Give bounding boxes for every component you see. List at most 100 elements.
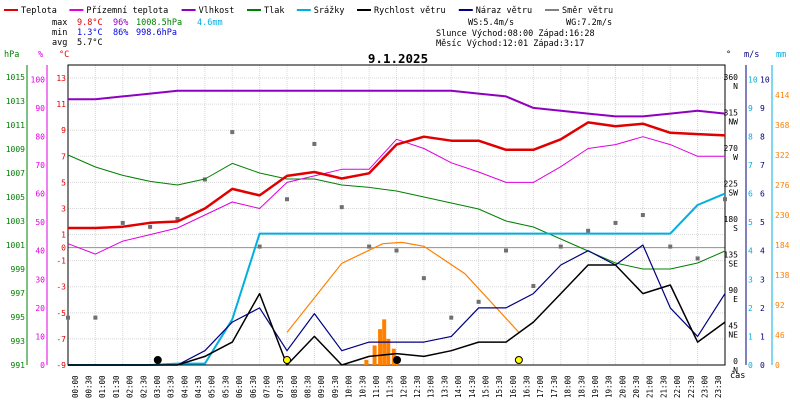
time-tick: 06:30 — [249, 375, 258, 398]
rain-tick: 5 — [748, 218, 753, 227]
rain-unit: mm — [776, 50, 786, 60]
time-tick: 07:00 — [262, 375, 271, 398]
time-tick: 19:00 — [591, 375, 600, 398]
direction-tick-dir: S — [733, 224, 738, 233]
wind-tick: 1 — [760, 332, 765, 341]
time-tick: 14:30 — [468, 375, 477, 398]
stats-max-temp: 9.8°C — [77, 18, 103, 28]
rain-rate-bar — [391, 348, 396, 365]
rain-rate-bar — [386, 338, 391, 365]
time-tick: 16:30 — [523, 375, 532, 398]
wind-tick: 4 — [760, 247, 765, 256]
rain-rate-bar — [364, 359, 369, 365]
direction-tick-dir: E — [733, 295, 738, 304]
wind-tick: 8 — [760, 132, 765, 141]
humidity-tick: 100 — [31, 75, 46, 84]
wind-tick: 0 — [760, 361, 765, 370]
legend-label: Rychlost větru — [374, 6, 446, 16]
time-tick: 15:00 — [481, 375, 490, 398]
temperature-tick: 13 — [56, 74, 66, 83]
pressure-tick: 1003 — [6, 217, 25, 226]
stats-sun: Slunce Východ:08:00 Západ:16:28 — [436, 29, 595, 39]
rain-rate-tick: 368 — [775, 121, 790, 130]
direction-tick-deg: 360 — [724, 73, 739, 82]
rain-tick: 9 — [748, 104, 753, 113]
pressure-tick: 1007 — [6, 169, 25, 178]
wind-tick: 7 — [760, 161, 765, 170]
time-tick: 05:30 — [221, 375, 230, 398]
time-tick: 02:30 — [139, 375, 148, 398]
time-tick: 10:30 — [358, 375, 367, 398]
legend-label: Náraz větru — [476, 6, 532, 16]
time-tick: 19:30 — [605, 375, 614, 398]
temperature-tick: 9 — [61, 126, 66, 135]
chart-title: 9.1.2025 — [368, 51, 428, 66]
wind-direction-point — [723, 197, 727, 202]
grid — [67, 65, 726, 366]
wind-direction-point — [66, 315, 70, 320]
rain-tick: 7 — [748, 161, 753, 170]
legend-label: Srážky — [314, 6, 345, 16]
direction-tick-dir: SE — [728, 259, 738, 268]
time-tick: 02:00 — [126, 375, 135, 398]
time-tick: 13:30 — [440, 375, 449, 398]
legend-label: Směr větru — [562, 6, 613, 16]
wind-direction-point — [120, 220, 125, 225]
rain-rate-tick: 230 — [775, 211, 790, 220]
time-tick: 15:30 — [495, 375, 504, 398]
time-tick: 21:30 — [659, 375, 668, 398]
humidity-tick: 10 — [35, 332, 45, 341]
tick-labels: 9919939959979991001100310051007100910111… — [6, 73, 790, 398]
rain-rate-tick: 184 — [775, 241, 790, 250]
rain-rate-tick: 46 — [775, 331, 785, 340]
stats-moon: Měsíc Východ:12:01 Západ:3:17 — [436, 39, 584, 49]
wind-tick: 2 — [760, 304, 765, 313]
temperature-tick: -7 — [56, 335, 66, 344]
time-tick: 10:00 — [345, 375, 354, 398]
time-tick: 11:00 — [372, 375, 381, 398]
humidity-tick: 70 — [35, 161, 45, 170]
time-tick: 23:00 — [700, 375, 709, 398]
wind-direction-point — [695, 256, 700, 261]
direction-tick-deg: 180 — [724, 215, 739, 224]
stats-avg-label: avg — [52, 38, 67, 48]
pressure-tick: 1009 — [6, 145, 25, 154]
series-marks — [66, 89, 727, 366]
direction-tick-deg: 45 — [728, 321, 738, 330]
time-tick: 01:30 — [112, 375, 121, 398]
wind-tick: 6 — [760, 190, 765, 199]
moonset-marker — [153, 356, 162, 364]
wind-direction-point — [586, 228, 591, 233]
temperature-tick: -3 — [56, 283, 66, 292]
temperature-line — [68, 121, 726, 230]
wind-tick: 3 — [760, 275, 765, 284]
rain-tick: 2 — [748, 304, 753, 313]
sunrise-marker — [283, 356, 291, 364]
stats-wind-speed: WS:5.4m/s — [468, 18, 514, 28]
time-tick: 06:00 — [235, 375, 244, 398]
stats-wind-gust: WG:7.2m/s — [566, 18, 612, 28]
pressure-tick: 991 — [11, 361, 26, 370]
time-tick: 08:00 — [290, 375, 299, 398]
stats-min-label: min — [52, 28, 67, 38]
stats-avg-temp: 5.7°C — [77, 38, 103, 48]
temperature-tick: -9 — [56, 361, 66, 370]
humidity-tick: 20 — [35, 304, 45, 313]
time-tick: 01:00 — [98, 375, 107, 398]
wind-direction-point — [640, 213, 645, 217]
axis-units: hPa % °C ° m/s mm čas — [4, 50, 786, 381]
time-tick: 05:00 — [208, 375, 217, 398]
time-tick: 20:30 — [632, 375, 641, 398]
humidity-tick: 80 — [35, 132, 45, 141]
time-tick: 09:30 — [331, 375, 340, 398]
temperature-tick: -5 — [56, 309, 66, 318]
wind-direction-point — [613, 220, 618, 225]
stats-max-label: max — [52, 18, 67, 28]
wind-direction-point — [668, 244, 673, 249]
time-tick: 00:00 — [71, 375, 80, 398]
time-tick: 08:30 — [304, 375, 313, 398]
time-tick: 22:00 — [673, 375, 682, 398]
time-tick: 17:00 — [536, 375, 545, 398]
time-tick: 17:30 — [550, 375, 559, 398]
time-tick: 13:00 — [427, 375, 436, 398]
